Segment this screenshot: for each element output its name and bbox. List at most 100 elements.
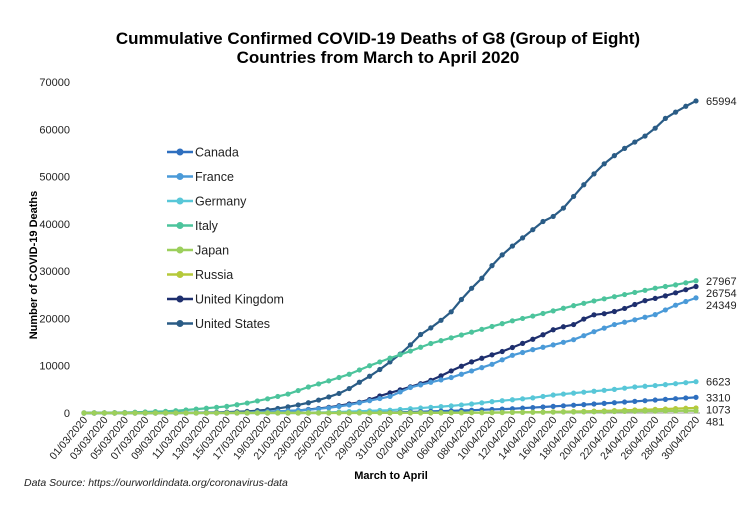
x-axis-ticks: 01/03/202003/03/202005/03/202007/03/2020… — [47, 414, 702, 462]
legend-label: United Kingdom — [195, 293, 284, 307]
data-point — [693, 283, 699, 290]
data-point — [377, 359, 383, 365]
legend-swatch-marker — [176, 320, 184, 327]
data-point — [428, 410, 434, 416]
legend-item: Canada — [167, 146, 239, 160]
legend-item: United States — [167, 317, 270, 331]
y-tick-label: 70000 — [39, 77, 70, 89]
data-point — [367, 398, 373, 404]
data-point — [203, 410, 209, 416]
y-tick-label: 10000 — [39, 361, 70, 373]
data-point — [173, 410, 179, 416]
data-point — [683, 380, 689, 386]
data-point — [428, 404, 434, 410]
data-point — [560, 324, 567, 330]
data-point — [550, 409, 556, 415]
data-point — [601, 311, 607, 317]
data-point — [632, 408, 638, 414]
data-point — [509, 318, 515, 324]
data-point — [418, 382, 424, 388]
data-point — [673, 381, 679, 387]
data-point — [438, 410, 444, 416]
data-point — [418, 331, 424, 338]
data-point — [530, 404, 536, 411]
data-point — [581, 402, 587, 408]
data-point — [336, 403, 342, 409]
data-point — [489, 352, 495, 358]
data-point — [469, 409, 475, 416]
legend: Canada France Germany Italy Japan Russia Unite… — [167, 146, 284, 331]
data-point — [611, 294, 618, 300]
legend-swatch-marker — [176, 148, 184, 156]
data-point — [571, 303, 577, 309]
data-point — [683, 103, 689, 109]
data-point — [571, 193, 577, 200]
data-point — [509, 344, 515, 351]
data-point — [224, 410, 230, 416]
data-point — [591, 298, 597, 304]
data-point — [397, 410, 403, 416]
y-tick-label: 60000 — [39, 124, 70, 136]
legend-item: Japan — [167, 244, 229, 258]
data-point — [295, 402, 301, 408]
data-point — [591, 401, 597, 407]
data-point — [356, 400, 362, 406]
data-point — [346, 371, 352, 377]
legend-swatch-marker — [176, 295, 184, 303]
data-point — [530, 336, 536, 342]
data-point — [397, 352, 403, 358]
data-point — [336, 410, 342, 416]
data-point — [489, 323, 495, 330]
data-point — [407, 384, 413, 391]
data-point — [622, 385, 628, 391]
data-point — [214, 404, 220, 410]
data-point — [305, 410, 311, 416]
data-point — [652, 125, 658, 131]
data-point — [611, 386, 618, 392]
end-label: 65994 — [706, 96, 737, 108]
y-tick-label: 50000 — [39, 172, 70, 184]
data-point — [499, 357, 505, 363]
data-point — [438, 373, 444, 379]
data-point — [203, 405, 209, 411]
data-point — [499, 409, 505, 416]
data-point — [550, 213, 556, 220]
data-point — [560, 391, 567, 397]
data-point — [397, 389, 403, 395]
data-point — [469, 329, 475, 335]
data-point — [632, 289, 638, 296]
data-point — [642, 298, 648, 304]
data-point — [142, 410, 148, 416]
data-point — [683, 408, 689, 414]
end-label: 6623 — [706, 377, 730, 389]
data-point — [642, 398, 648, 404]
y-axis-label: Number of COVID-19 Deaths — [28, 191, 40, 340]
data-point — [489, 399, 495, 405]
legend-item: United Kingdom — [167, 293, 284, 307]
data-point — [336, 374, 342, 381]
data-point — [479, 355, 485, 361]
data-point — [632, 384, 638, 390]
data-point — [642, 287, 648, 293]
data-point — [581, 182, 587, 188]
y-tick-label: 30000 — [39, 266, 70, 278]
data-point — [673, 396, 679, 402]
data-point — [520, 235, 526, 241]
data-point — [622, 399, 628, 405]
data-point — [346, 402, 352, 408]
data-point — [550, 392, 556, 398]
data-point — [550, 308, 556, 314]
data-point — [683, 287, 689, 293]
data-point — [418, 410, 424, 416]
data-point — [285, 391, 291, 397]
data-point — [683, 298, 689, 305]
data-point — [499, 348, 505, 355]
data-point — [509, 397, 515, 403]
data-point — [193, 410, 199, 416]
data-point — [540, 218, 546, 225]
data-point — [316, 406, 322, 412]
data-point — [499, 252, 505, 258]
data-point — [530, 313, 536, 319]
data-point — [560, 409, 567, 415]
data-point — [673, 302, 679, 308]
